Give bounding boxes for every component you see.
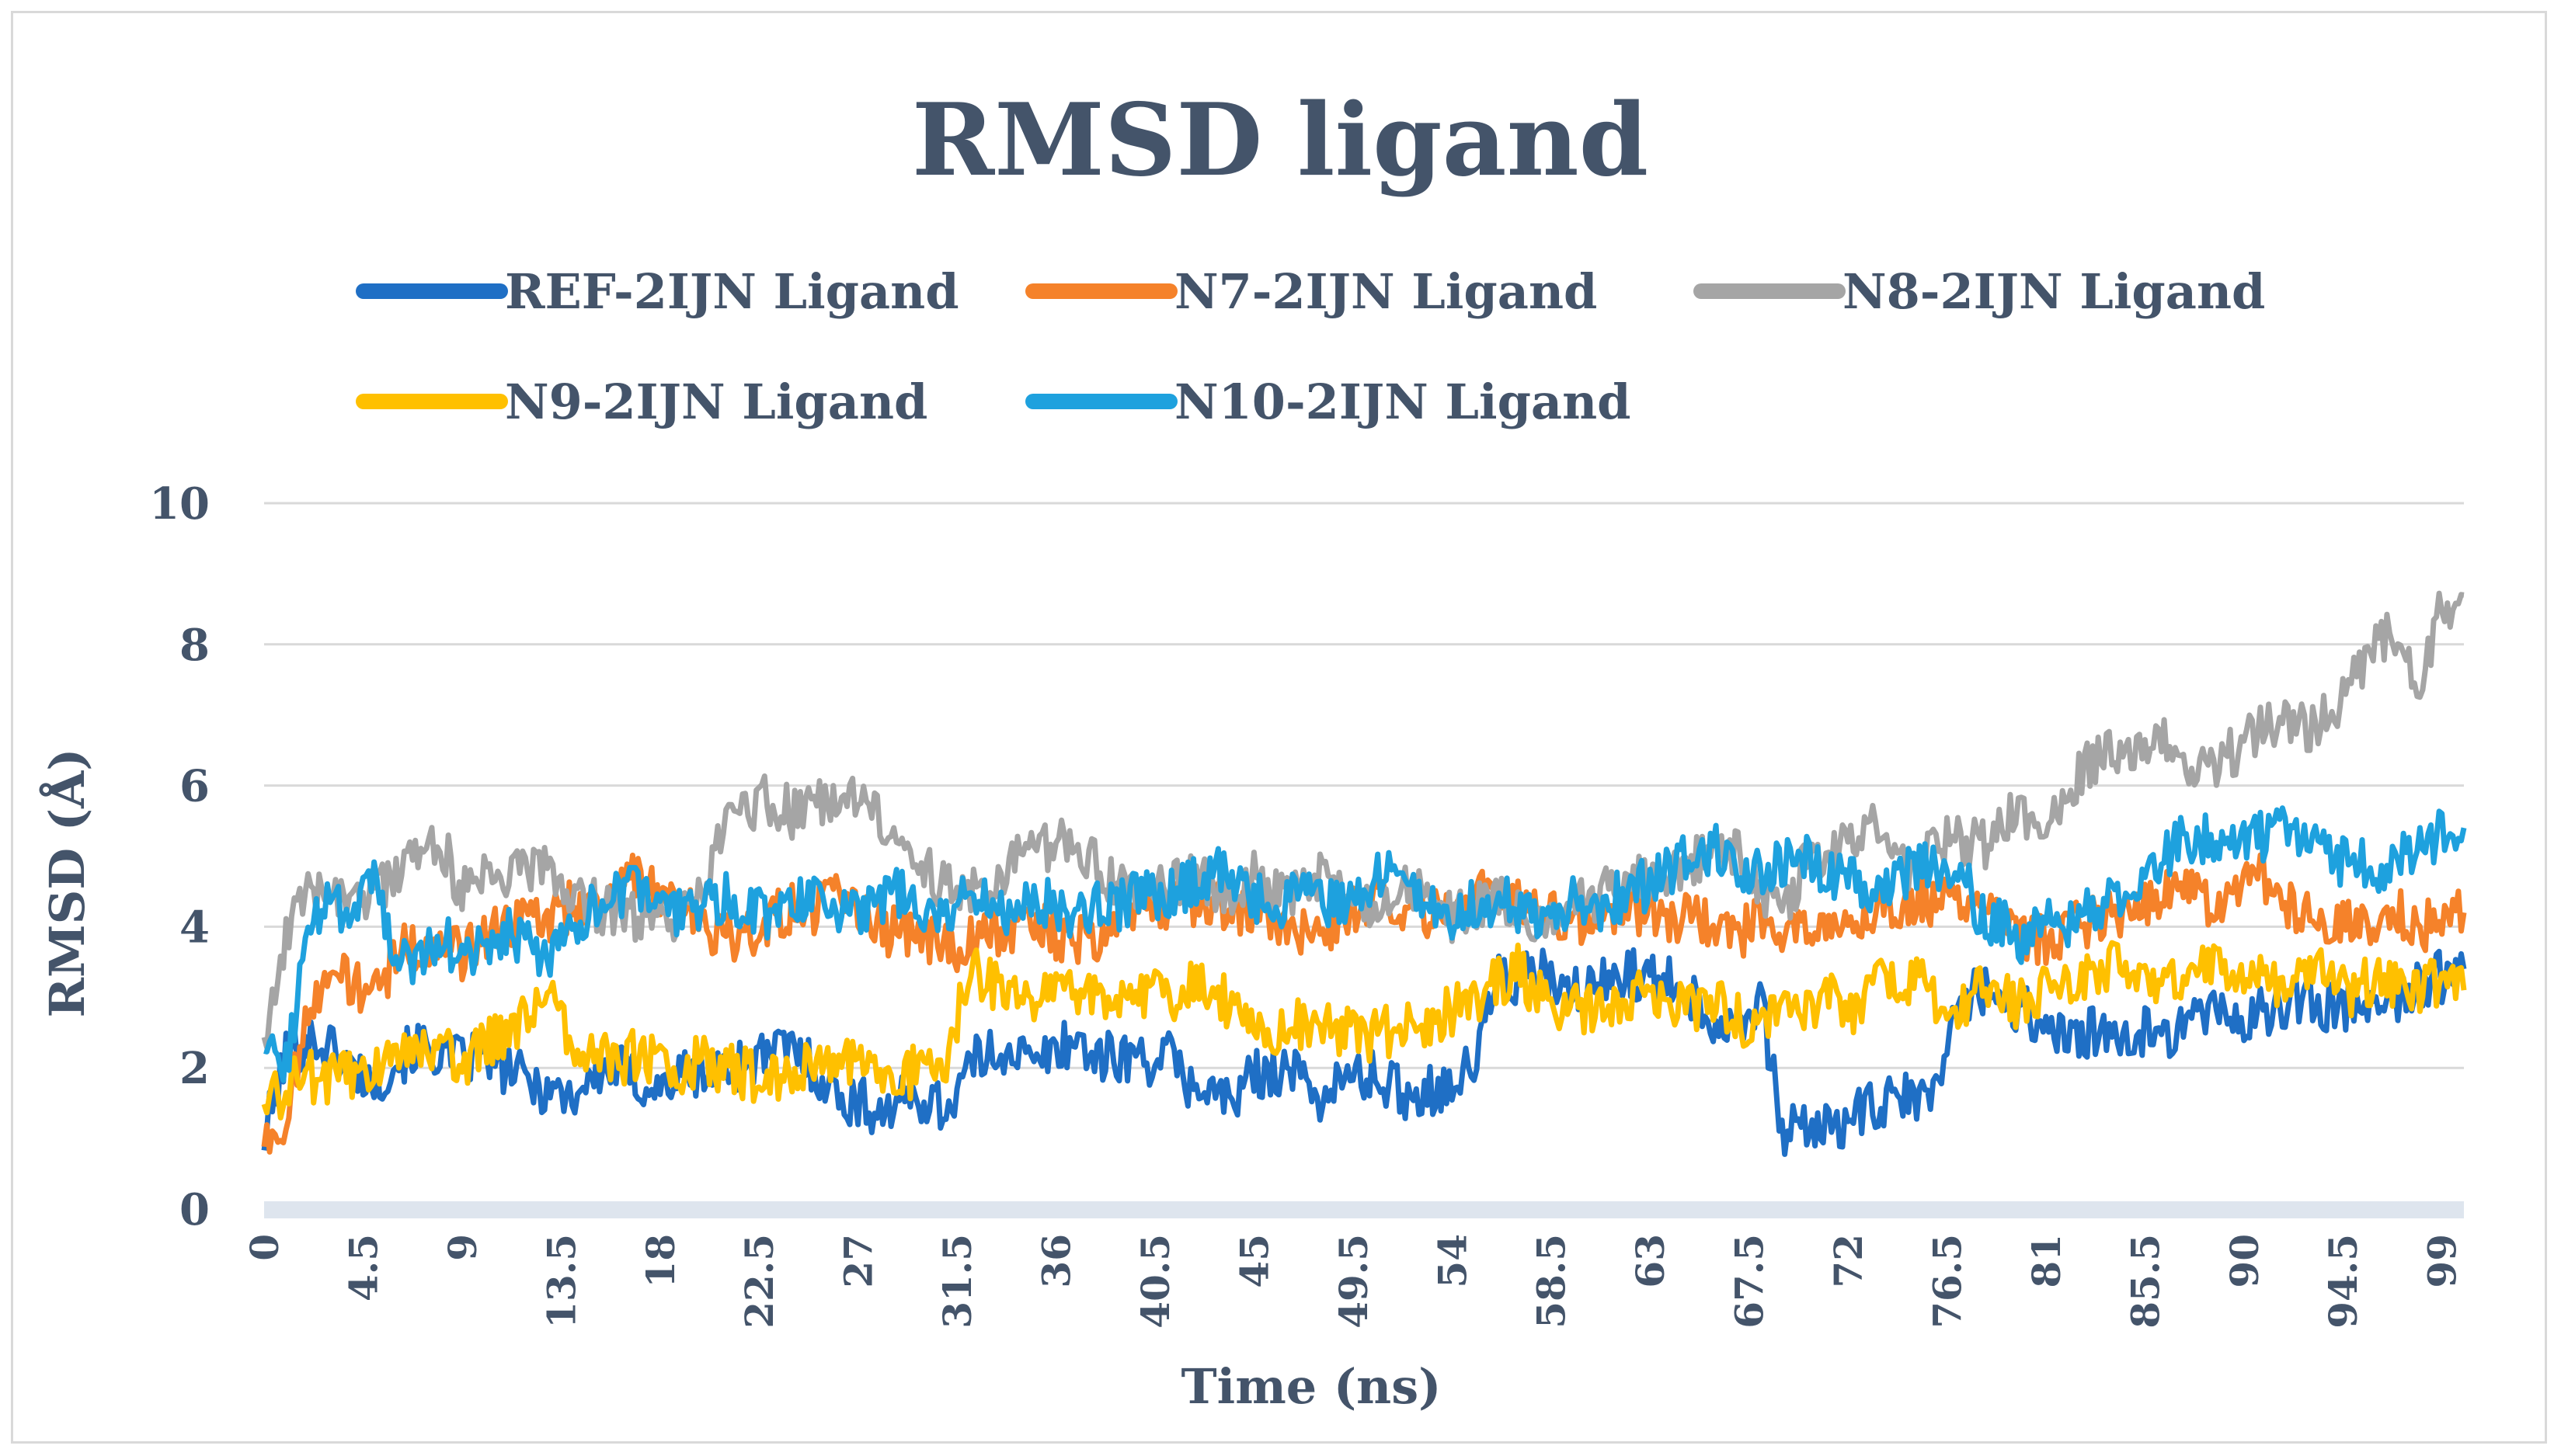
x-tick-label: 31.5 xyxy=(934,1234,980,1329)
legend-label: N10-2IJN Ligand xyxy=(1174,374,1631,430)
y-axis-title: RMSD (Å) xyxy=(39,748,96,1017)
x-axis-ticks: 0 4.5 9 13.5 18 22.5 27 31.5 36 40.5 45 49.5 54 58.5 6… xyxy=(242,1234,2465,1329)
x-axis-band xyxy=(264,1201,2464,1218)
x-tick-label: 81 xyxy=(2023,1234,2069,1288)
x-tick-label: 90 xyxy=(2222,1234,2267,1288)
x-tick-label: 67.5 xyxy=(1727,1234,1773,1329)
legend-label: N8-2IJN Ligand xyxy=(1842,263,2265,320)
y-tick-label: 2 xyxy=(179,1043,210,1094)
legend-label: N7-2IJN Ligand xyxy=(1174,263,1597,320)
x-tick-label: 45 xyxy=(1231,1234,1277,1288)
series-line xyxy=(263,805,2467,1083)
series-line xyxy=(261,947,2467,1157)
x-tick-label: 99 xyxy=(2420,1234,2465,1288)
x-tick-label: 4.5 xyxy=(340,1234,386,1301)
x-tick-label: 54 xyxy=(1429,1234,1475,1288)
x-tick-label: 94.5 xyxy=(2320,1234,2366,1329)
y-tick-label: 10 xyxy=(149,478,210,530)
y-tick-label: 0 xyxy=(179,1184,210,1235)
x-tick-label: 9 xyxy=(440,1234,485,1261)
series-line xyxy=(261,590,2465,1051)
x-tick-label: 13.5 xyxy=(538,1234,584,1329)
x-tick-label: 40.5 xyxy=(1133,1234,1178,1329)
series-lines xyxy=(261,590,2467,1157)
y-tick-label: 4 xyxy=(179,902,210,953)
x-tick-label: 22.5 xyxy=(736,1234,782,1329)
x-tick-label: 36 xyxy=(1034,1234,1080,1288)
y-tick-label: 6 xyxy=(179,761,210,812)
x-tick-label: 18 xyxy=(638,1234,684,1288)
legend: REF-2IJN Ligand N7-2IJN Ligand N8-2IJN Lig… xyxy=(356,263,2265,430)
x-tick-label: 63 xyxy=(1627,1234,1673,1288)
y-axis-ticks: 0 2 4 6 8 10 xyxy=(149,478,210,1235)
x-tick-label: 49.5 xyxy=(1331,1234,1376,1329)
x-tick-label: 76.5 xyxy=(1924,1234,1970,1329)
x-axis-line xyxy=(264,1201,2464,1218)
chart-title: RMSD ligand xyxy=(912,82,1648,199)
legend-label: REF-2IJN Ligand xyxy=(505,263,959,320)
legend-label: N9-2IJN Ligand xyxy=(505,374,927,430)
y-tick-label: 8 xyxy=(179,620,210,671)
x-tick-label: 85.5 xyxy=(2122,1234,2168,1329)
x-tick-label: 72 xyxy=(1825,1234,1871,1288)
x-tick-label: 27 xyxy=(836,1234,882,1288)
series-line xyxy=(261,940,2467,1121)
x-tick-label: 0 xyxy=(242,1234,287,1261)
x-axis-title: Time (ns) xyxy=(1181,1358,1442,1415)
x-tick-label: 58.5 xyxy=(1529,1234,1575,1329)
